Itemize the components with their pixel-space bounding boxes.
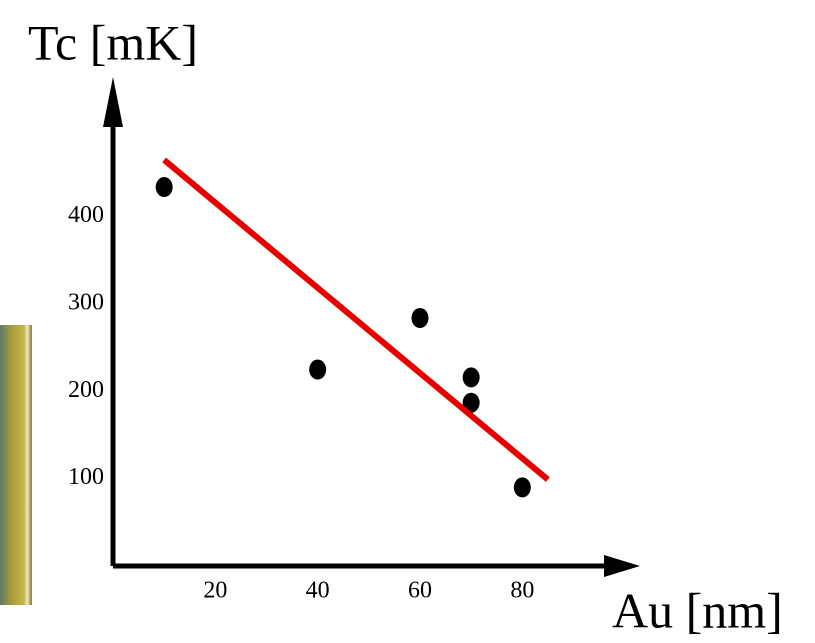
y-tick-label: 200 (68, 377, 104, 403)
data-point (513, 477, 531, 498)
x-tick-label: 60 (408, 578, 432, 604)
x-axis-arrow (604, 555, 640, 577)
x-axis-label: Au [nm] (612, 582, 783, 638)
data-point (309, 359, 327, 380)
y-tick-label: 100 (68, 464, 104, 490)
y-axis-arrow (103, 77, 123, 127)
x-tick-label: 80 (510, 578, 534, 604)
data-point (155, 177, 173, 198)
y-tick-label: 400 (68, 202, 104, 228)
y-tick-label: 300 (68, 290, 104, 316)
photo-fragment (0, 325, 32, 605)
data-point (462, 367, 480, 388)
x-tick-label: 40 (306, 578, 330, 604)
data-point (411, 308, 429, 329)
x-tick-label: 20 (203, 578, 227, 604)
data-point (462, 392, 480, 413)
trend-line (162, 157, 550, 482)
y-axis-label: Tc [mK] (28, 14, 198, 70)
